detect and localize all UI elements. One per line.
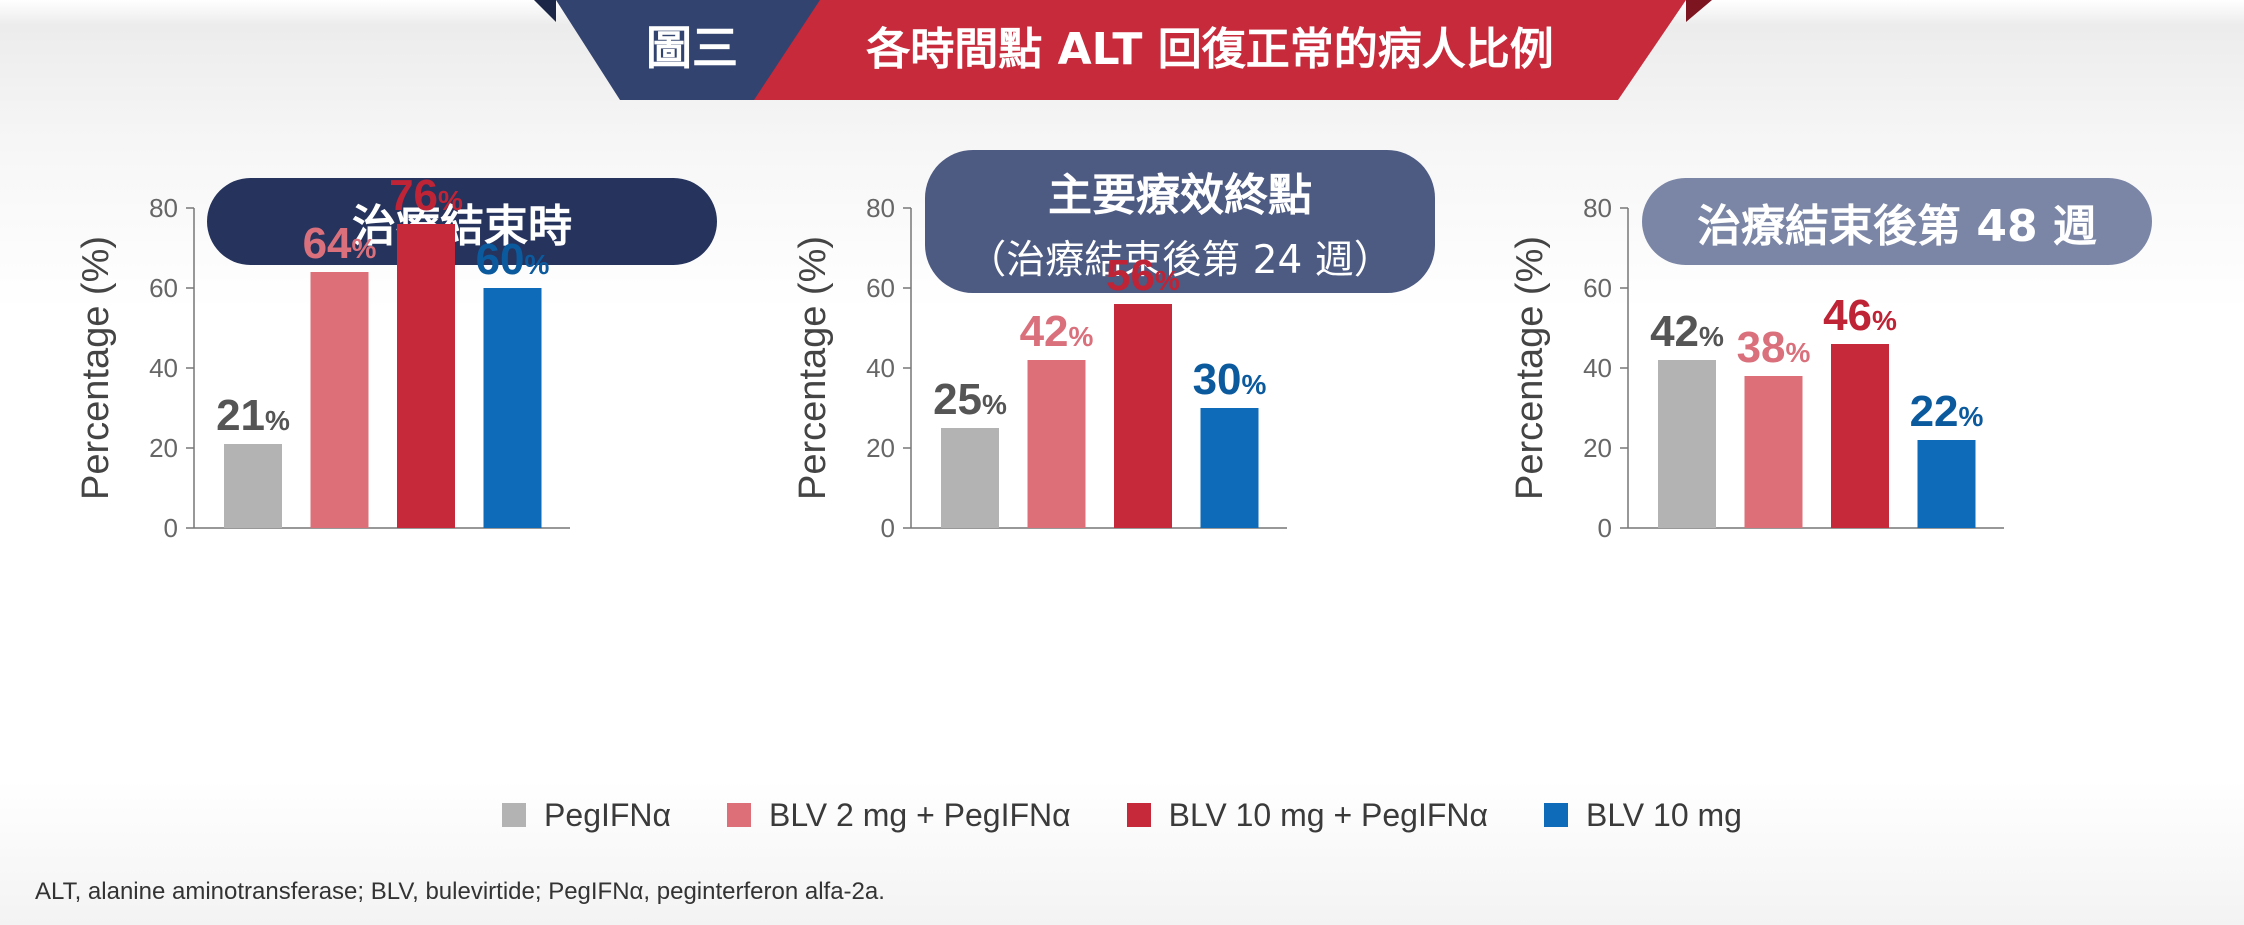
data-label-blv10: 60% [476, 235, 550, 284]
data-label-pegifn: 21% [216, 391, 290, 440]
data-label-unit: % [1242, 369, 1267, 400]
data-label-unit: % [1959, 401, 1984, 432]
y-tick-label: 80 [866, 193, 895, 223]
data-label-value: 46 [1823, 291, 1872, 340]
legend-label: BLV 10 mg [1586, 796, 1742, 833]
bar-blv2-pegifn [310, 272, 369, 528]
data-label-value: 42 [1650, 307, 1699, 356]
bar-pegifn [224, 444, 282, 528]
legend-swatch [502, 803, 527, 827]
y-tick-label: 60 [1583, 273, 1612, 303]
data-label-value: 42 [1020, 307, 1069, 356]
legend-swatch [1544, 803, 1569, 827]
chart-legend: PegIFNα BLV 2 mg + PegIFNα BLV 10 mg + P… [0, 795, 2244, 835]
data-label-unit: % [352, 233, 377, 264]
figure-label: 圖三 [646, 21, 738, 75]
legend-item-blv10-pegifn: BLV 10 mg + PegIFNα [1126, 796, 1489, 834]
figure-banner: 圖三 各時間點 ALT 回復正常的病人比例 [534, 0, 1712, 100]
bar-pegifn [1658, 360, 1716, 528]
bar-blv10-pegifn [1831, 344, 1889, 528]
panel-title-text: 治療結束後第 48 週 [1697, 200, 2097, 252]
y-tick-label: 0 [1598, 513, 1612, 543]
bar-blv10 [1917, 440, 1976, 528]
footnote: ALT, alanine aminotransferase; BLV, bule… [35, 878, 885, 905]
figure-title: 各時間點 ALT 回復正常的病人比例 [866, 24, 1553, 75]
data-label-unit: % [1069, 321, 1094, 352]
y-tick-label: 60 [149, 273, 178, 303]
bar-blv10-pegifn [397, 224, 455, 528]
y-tick-label: 0 [881, 513, 895, 543]
data-label-unit: % [1699, 321, 1724, 352]
panel-title-text: 治療結束時 [352, 200, 572, 252]
data-label-pegifn: 25% [933, 375, 1007, 424]
legend-swatch [727, 803, 752, 827]
banner-fold-right [1686, 0, 1712, 22]
data-label-blv10: 22% [1910, 387, 1984, 436]
data-label-value: 30 [1193, 355, 1242, 404]
data-label-unit: % [1155, 265, 1180, 296]
data-label-value: 64 [303, 219, 352, 268]
panel-title-end-of-treatment: 治療結束時 [207, 178, 717, 265]
data-label-blv2-pegifn: 38% [1737, 323, 1811, 372]
data-label-pegifn: 42% [1650, 307, 1724, 356]
data-label-value: 60 [476, 235, 525, 284]
panel-subtitle-text: （治療結束後第 24 週） [967, 237, 1393, 283]
data-label-value: 38 [1737, 323, 1786, 372]
y-tick-label: 0 [164, 513, 178, 543]
data-label-value: 22 [1910, 387, 1959, 436]
data-label-unit: % [1872, 305, 1897, 336]
y-tick-label: 20 [1583, 433, 1612, 463]
data-label-value: 25 [933, 375, 982, 424]
y-tick-label: 40 [149, 353, 178, 383]
data-label-blv2-pegifn: 64% [303, 219, 377, 268]
legend-label: BLV 10 mg + PegIFNα [1168, 796, 1489, 833]
legend-label: BLV 2 mg + PegIFNα [769, 796, 1071, 833]
data-label-unit: % [438, 185, 463, 216]
panel-title-text: 主要療效終點 [1048, 169, 1312, 221]
data-label-value: 21 [216, 391, 265, 440]
y-tick-label: 60 [866, 273, 895, 303]
bar-blv2-pegifn [1744, 376, 1803, 528]
legend-item-blv2-pegifn: BLV 2 mg + PegIFNα [727, 797, 1071, 834]
data-label-unit: % [982, 389, 1007, 420]
banner-label-bg [556, 0, 840, 100]
y-axis-title: Percentage (%) [792, 236, 834, 500]
panel-title-week-48: 治療結束後第 48 週 [1642, 178, 2152, 265]
data-label-unit: % [265, 405, 290, 436]
data-label-unit: % [1786, 337, 1811, 368]
panel-title-primary-endpoint: 主要療效終點 （治療結束後第 24 週） [925, 150, 1435, 293]
bar-blv10 [1200, 408, 1259, 528]
y-tick-label: 80 [149, 193, 178, 223]
data-label-unit: % [525, 249, 550, 280]
banner-fold-left [534, 0, 556, 22]
y-axis-title: Percentage (%) [75, 236, 117, 500]
data-label-value: 56 [1106, 251, 1155, 300]
banner-title-bg [754, 0, 1686, 100]
data-label-blv10-pegifn: 76% [389, 171, 463, 220]
bar-blv10-pegifn [1114, 304, 1172, 528]
legend-label: PegIFNα [544, 796, 672, 833]
legend-swatch [1126, 803, 1151, 827]
bar-pegifn [941, 428, 999, 528]
data-label-blv10-pegifn: 46% [1823, 291, 1897, 340]
y-axis-title: Percentage (%) [1509, 236, 1551, 500]
y-tick-label: 40 [1583, 353, 1612, 383]
y-tick-label: 80 [1583, 193, 1612, 223]
y-tick-label: 20 [866, 433, 895, 463]
data-label-value: 76 [389, 171, 438, 220]
legend-item-pegifn: PegIFNα [502, 797, 671, 834]
data-label-blv10-pegifn: 56% [1106, 251, 1180, 300]
y-tick-label: 20 [149, 433, 178, 463]
y-tick-label: 40 [866, 353, 895, 383]
bar-blv10 [483, 288, 542, 528]
data-label-blv2-pegifn: 42% [1020, 307, 1094, 356]
bar-blv2-pegifn [1027, 360, 1086, 528]
legend-item-blv10: BLV 10 mg [1544, 797, 1742, 834]
data-label-blv10: 30% [1193, 355, 1267, 404]
